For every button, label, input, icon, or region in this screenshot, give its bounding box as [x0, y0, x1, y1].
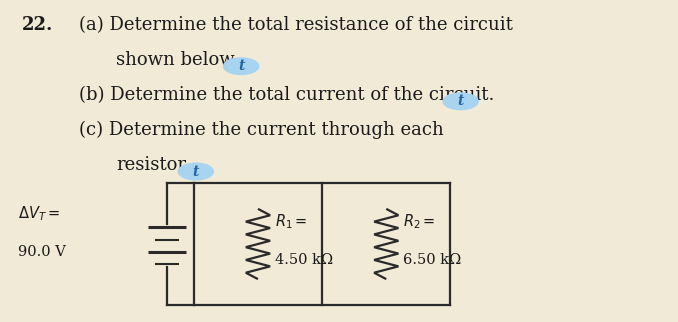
- Text: t: t: [193, 165, 199, 178]
- Text: $R_1 =$: $R_1 =$: [275, 212, 307, 231]
- Text: $\Delta V_T =$: $\Delta V_T =$: [18, 204, 60, 223]
- Text: $R_2 =$: $R_2 =$: [403, 212, 436, 231]
- Text: resistor.: resistor.: [116, 156, 190, 174]
- Text: (c) Determine the current through each: (c) Determine the current through each: [79, 121, 444, 139]
- Text: (a) Determine the total resistance of the circuit: (a) Determine the total resistance of th…: [79, 16, 513, 34]
- Circle shape: [178, 163, 214, 180]
- Text: t: t: [458, 94, 464, 108]
- Text: (b) Determine the total current of the circuit.: (b) Determine the total current of the c…: [79, 86, 494, 104]
- Circle shape: [443, 93, 478, 109]
- Text: t: t: [238, 59, 244, 73]
- Text: shown below.: shown below.: [116, 51, 239, 69]
- Text: 6.50 kΩ: 6.50 kΩ: [403, 253, 462, 267]
- Text: 4.50 kΩ: 4.50 kΩ: [275, 253, 333, 267]
- Text: 90.0 V: 90.0 V: [18, 245, 66, 259]
- Circle shape: [224, 58, 258, 74]
- Text: 22.: 22.: [22, 16, 53, 34]
